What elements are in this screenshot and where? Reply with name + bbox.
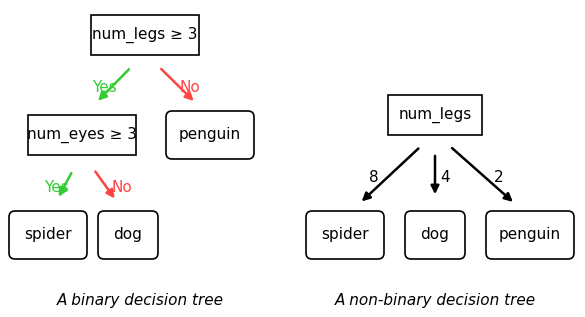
FancyBboxPatch shape [486, 211, 574, 259]
FancyBboxPatch shape [405, 211, 465, 259]
Text: Yes: Yes [92, 81, 116, 95]
Text: Yes: Yes [44, 180, 68, 196]
Text: A non-binary decision tree: A non-binary decision tree [335, 293, 535, 307]
Text: No: No [112, 180, 132, 196]
FancyBboxPatch shape [306, 211, 384, 259]
Text: num_legs ≥ 3: num_legs ≥ 3 [92, 27, 198, 43]
FancyBboxPatch shape [28, 115, 136, 155]
Text: num_eyes ≥ 3: num_eyes ≥ 3 [27, 127, 137, 143]
Text: num_legs: num_legs [398, 107, 472, 123]
Text: spider: spider [321, 228, 369, 243]
Text: penguin: penguin [499, 228, 561, 243]
FancyBboxPatch shape [388, 95, 482, 135]
FancyBboxPatch shape [98, 211, 158, 259]
Text: 2: 2 [494, 171, 504, 185]
FancyBboxPatch shape [166, 111, 254, 159]
Text: spider: spider [24, 228, 72, 243]
Text: A binary decision tree: A binary decision tree [57, 293, 223, 307]
Text: dog: dog [113, 228, 142, 243]
Text: 8: 8 [369, 171, 379, 185]
FancyBboxPatch shape [9, 211, 87, 259]
Text: penguin: penguin [179, 127, 241, 143]
Text: dog: dog [421, 228, 449, 243]
Text: 4: 4 [440, 171, 450, 185]
Text: No: No [180, 81, 201, 95]
FancyBboxPatch shape [91, 15, 199, 55]
